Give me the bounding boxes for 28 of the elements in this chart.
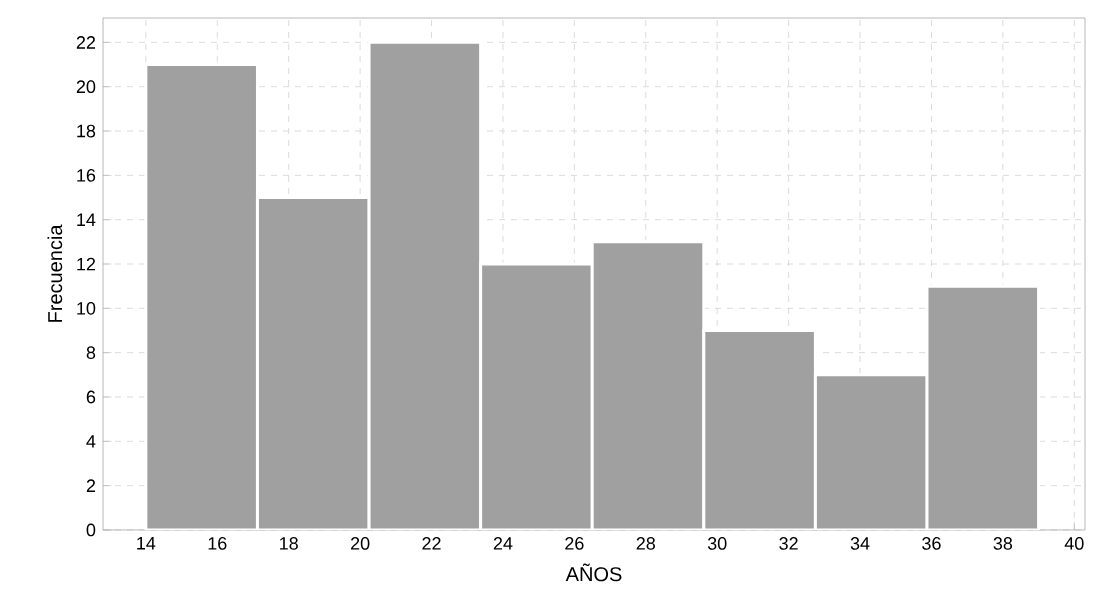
y-tick-label: 0 [86, 523, 96, 537]
x-tick-label: 28 [636, 537, 655, 550]
y-tick-label: 22 [76, 36, 96, 49]
x-tick-label: 22 [422, 537, 441, 550]
x-tick-label: 30 [707, 537, 727, 550]
x-tick-label: 14 [137, 537, 156, 550]
y-tick-label: 18 [77, 124, 96, 138]
x-tick-label: 34 [850, 537, 870, 550]
y-tick-label: 2 [86, 479, 96, 492]
x-tick-label: 20 [351, 537, 370, 550]
y-axis-title: Frecuencia [47, 224, 63, 322]
y-tick-label: 6 [86, 390, 96, 404]
y-tick-label: 20 [76, 80, 96, 94]
x-tick-label: 38 [993, 537, 1013, 550]
y-tick-label: 14 [77, 213, 96, 226]
x-tick-label: 26 [565, 537, 584, 550]
x-tick-label: 18 [280, 537, 298, 550]
y-tick-label: 8 [86, 346, 96, 360]
x-tick-label: 40 [1064, 537, 1084, 550]
x-tick-label: 24 [493, 537, 513, 550]
x-tick-label: 32 [779, 537, 798, 550]
y-tick-label: 16 [77, 168, 96, 182]
y-tick-label: 10 [77, 301, 96, 315]
y-tick-label: 12 [77, 257, 96, 271]
x-axis-title: AÑOS [565, 563, 622, 582]
x-tick-label: 36 [922, 537, 941, 550]
x-tick-label: 16 [208, 537, 227, 550]
y-tick-label: 4 [86, 435, 96, 448]
